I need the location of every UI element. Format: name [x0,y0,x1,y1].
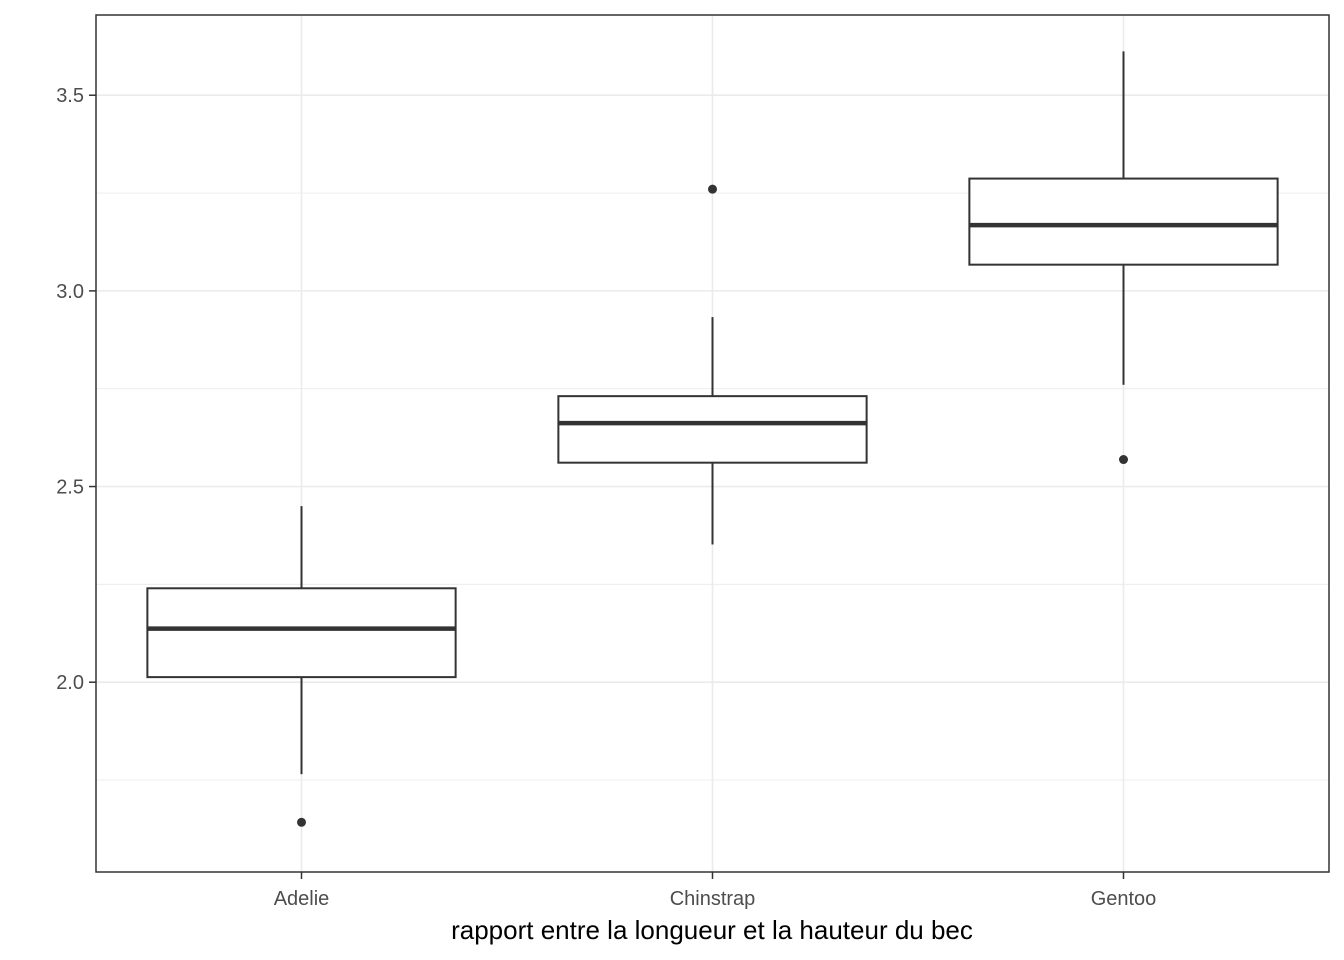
y-tick-label: 2.5 [56,477,84,499]
box-iqr [146,587,457,679]
box-iqr [557,395,868,464]
x-tick-label: Chinstrap [670,888,756,910]
box-adelie [146,506,457,827]
y-tick-label: 2.0 [56,672,84,694]
box-gentoo [968,51,1279,465]
x-tick-label: Gentoo [1091,888,1157,910]
y-tick-label: 3.5 [56,85,84,107]
x-axis-title: rapport entre la longueur et la hauteur … [451,915,973,945]
outlier-point [708,184,717,194]
x-tick-label: Adelie [274,888,330,910]
outlier-point [1119,455,1128,465]
box-iqr [968,177,1279,266]
outlier-point [297,817,306,827]
box-chinstrap [557,184,868,545]
box-layer [146,51,1279,827]
y-tick-label: 3.0 [56,281,84,303]
axis-layer: 2.0 2.5 3.0 3.5 Adelie Chinstrap Gentoo [56,85,1156,910]
